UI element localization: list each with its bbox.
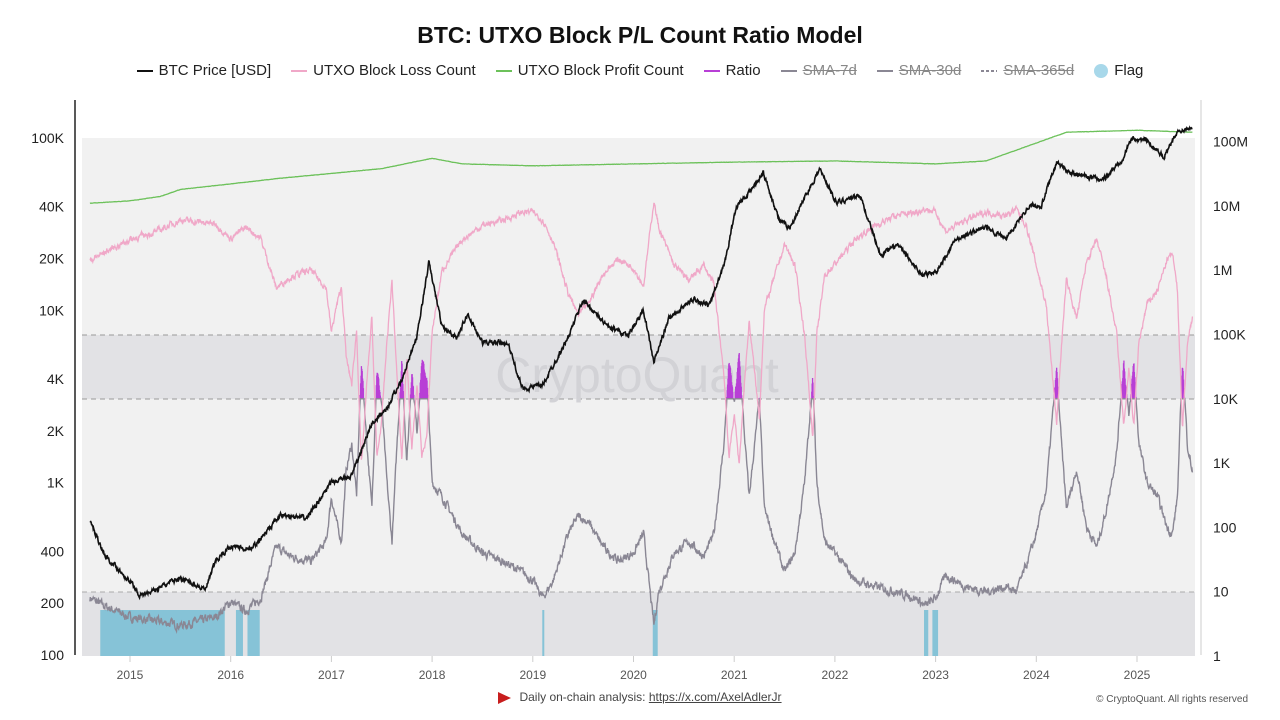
line-swatch-icon	[495, 69, 512, 72]
y-right-tick-label: 100M	[1213, 134, 1248, 150]
legend-item-sma-7d[interactable]: SMA-7d	[780, 62, 857, 79]
x-tick-label: 2020	[620, 668, 647, 682]
upper-band	[82, 335, 1195, 399]
ratio-line	[89, 398, 1194, 634]
y-right-tick-label: 10M	[1213, 198, 1240, 214]
dashed-line-swatch-icon	[981, 69, 998, 72]
legend-item-sma-365d[interactable]: SMA-365d	[981, 62, 1074, 79]
legend-label: Ratio	[725, 62, 761, 79]
y-left-tick-label: 400	[41, 543, 65, 559]
circle-swatch-icon	[1094, 63, 1109, 78]
flag-bar	[247, 610, 260, 656]
line-swatch-icon	[876, 69, 893, 72]
legend-item-ratio[interactable]: Ratio	[703, 62, 761, 79]
x-tick-label: 2021	[721, 668, 748, 682]
y-right-tick-label: 10	[1213, 584, 1229, 600]
chart-title: BTC: UTXO Block P/L Count Ratio Model	[417, 22, 863, 48]
x-tick-label: 2025	[1124, 668, 1151, 682]
x-tick-label: 2019	[519, 668, 546, 682]
copyright: © CryptoQuant. All rights reserved	[1096, 694, 1248, 705]
y-left-tick-label: 200	[41, 595, 65, 611]
legend-label: UTXO Block Profit Count	[517, 62, 684, 79]
y-right-tick-label: 100	[1213, 519, 1237, 535]
y-left-tick-label: 20K	[39, 251, 65, 267]
right-axis-ticks: 100M 10M 1M 100K 10K 1K 100 10 1	[1213, 134, 1248, 664]
legend-label: Flag	[1114, 62, 1144, 79]
y-right-tick-label: 100K	[1213, 327, 1246, 343]
legend-item-flag[interactable]: Flag	[1094, 62, 1143, 79]
legend-item-profit-count[interactable]: UTXO Block Profit Count	[495, 62, 684, 79]
y-left-tick-label: 10K	[39, 302, 65, 318]
flag-bar	[235, 610, 243, 656]
y-right-tick-label: 10K	[1213, 391, 1239, 407]
flag-bar	[542, 610, 545, 656]
profit-count-line	[89, 129, 1193, 204]
y-right-tick-label: 1	[1213, 648, 1221, 664]
line-swatch-icon	[291, 69, 308, 72]
x-tick-label: 2015	[117, 668, 144, 682]
line-swatch-icon	[136, 69, 153, 72]
x-tick-label: 2023	[922, 668, 949, 682]
y-left-tick-label: 1K	[47, 475, 65, 491]
x-tick-label: 2016	[217, 668, 244, 682]
legend-label: SMA-365d	[1003, 62, 1075, 79]
x-axis-ticks: 2015 2016 2017 2018 2019 2020 2021 2022 2023 2024…	[117, 656, 1151, 682]
x-tick-label: 2018	[419, 668, 446, 682]
legend-label: SMA-7d	[802, 62, 857, 79]
y-right-tick-label: 1M	[1213, 262, 1232, 278]
line-swatch-icon	[703, 69, 720, 72]
series-layer	[89, 125, 1194, 634]
footer: Daily on-chain analysis: https://x.com/A…	[0, 690, 1280, 704]
legend-item-sma-30d[interactable]: SMA-30d	[876, 62, 962, 79]
x-tick-label: 2022	[822, 668, 849, 682]
loss-count-line	[89, 202, 1194, 464]
btc-price-line	[89, 125, 1193, 601]
flag-bar	[652, 610, 658, 656]
x-tick-label: 2017	[318, 668, 345, 682]
x-tick-label: 2024	[1023, 668, 1050, 682]
flag-bar	[932, 610, 939, 656]
legend-item-btc-price[interactable]: BTC Price [USD]	[136, 62, 272, 79]
line-swatch-icon	[780, 69, 797, 72]
footer-text: Daily on-chain analysis:	[519, 690, 649, 704]
legend-item-loss-count[interactable]: UTXO Block Loss Count	[291, 62, 476, 79]
legend-label: UTXO Block Loss Count	[313, 62, 476, 79]
y-left-tick-label: 100	[41, 647, 65, 663]
left-axis-ticks: 100K 40K 20K 10K 4K 2K 1K 400 200 100	[31, 130, 64, 663]
legend-label: SMA-30d	[898, 62, 962, 79]
red-flag-icon	[498, 691, 512, 704]
legend: BTC Price [USD] UTXO Block Loss Count UT…	[0, 62, 1280, 79]
y-left-tick-label: 2K	[47, 423, 65, 439]
y-left-tick-label: 100K	[31, 130, 64, 146]
flag-bar	[924, 610, 929, 656]
legend-label: BTC Price [USD]	[158, 62, 272, 79]
footer-link[interactable]: https://x.com/AxelAdlerJr	[648, 690, 782, 704]
lower-band	[82, 592, 1195, 656]
y-right-tick-label: 1K	[1213, 455, 1231, 471]
y-left-tick-label: 40K	[39, 199, 65, 215]
y-left-tick-label: 4K	[47, 371, 65, 387]
